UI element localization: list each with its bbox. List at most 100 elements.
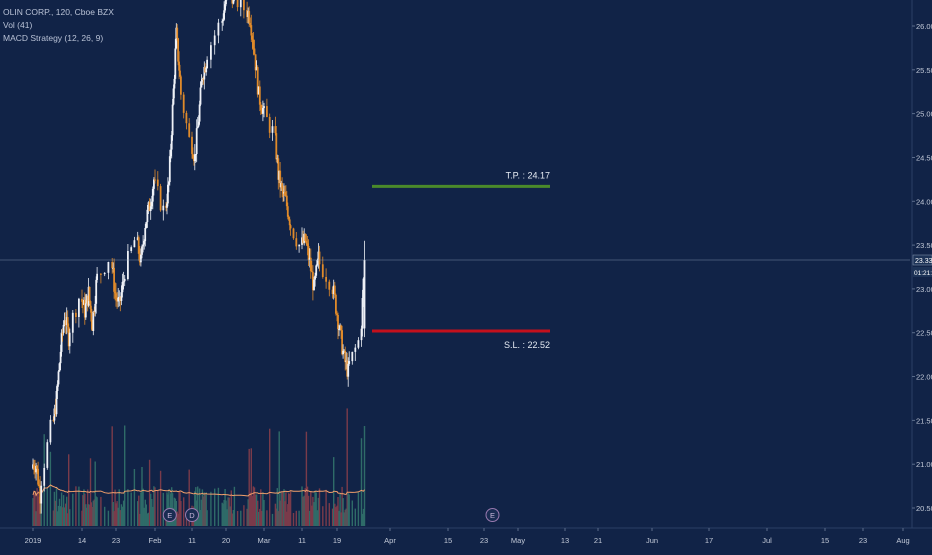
volume-bar <box>240 510 242 526</box>
legend-volume[interactable]: Vol (41) <box>3 20 33 30</box>
volume-bar <box>226 509 228 526</box>
time-tick-label: 23 <box>112 536 120 545</box>
candle-body <box>257 86 260 95</box>
volume-bar <box>143 507 145 526</box>
legend-symbol[interactable]: OLIN CORP., 120, Cboe BZX <box>3 7 114 17</box>
candle-body <box>337 315 339 330</box>
candle-body <box>292 228 295 239</box>
volume-bar <box>34 494 36 526</box>
volume-bar <box>357 492 360 526</box>
candle-body <box>344 350 347 363</box>
time-tick-label: 15 <box>444 536 452 545</box>
volume-bar <box>148 459 151 526</box>
candle-body <box>262 108 264 114</box>
price-tick-label: 21.50 <box>916 416 932 425</box>
candle-body <box>225 0 227 5</box>
candle-body <box>278 170 281 180</box>
candle-body <box>213 35 216 46</box>
volume-bar <box>38 496 40 526</box>
candle-body <box>236 0 239 8</box>
volume-bar <box>159 470 162 526</box>
price-tick-label: 21.00 <box>916 460 932 469</box>
volume-bar <box>313 502 315 526</box>
candle-body <box>314 275 316 280</box>
candle-body <box>60 332 63 352</box>
candle-body <box>345 360 348 363</box>
volume-bar <box>229 506 231 526</box>
candle-body <box>171 104 174 136</box>
volume-bar <box>248 448 250 526</box>
volume-bar <box>168 489 170 526</box>
candle-body <box>309 257 312 272</box>
volume-bar <box>310 491 312 526</box>
volume-bar <box>274 503 277 526</box>
volume-bar <box>144 499 146 526</box>
candle-body <box>289 225 292 229</box>
candle-body <box>66 317 69 327</box>
volume-bar <box>305 431 308 526</box>
volume-bar <box>141 467 143 526</box>
candle-body <box>259 104 262 111</box>
volume-bar <box>206 510 208 526</box>
volume-bar <box>55 487 58 526</box>
volume-bar <box>298 510 300 526</box>
volume-bar <box>335 507 337 526</box>
candle-body <box>261 110 263 114</box>
volume-bar <box>260 489 262 526</box>
candle-body <box>147 202 150 210</box>
candle-body <box>221 21 224 23</box>
volume-bar <box>85 504 87 526</box>
candle-body <box>310 271 313 273</box>
price-tick-label: 26.00 <box>916 22 932 31</box>
candle-body <box>37 468 39 485</box>
candle-body <box>191 136 193 154</box>
volume-bar <box>89 458 92 526</box>
candle-body <box>75 312 77 317</box>
volume-bar <box>113 511 115 526</box>
price-tick-label: 22.50 <box>916 329 932 338</box>
candle-body <box>256 67 259 95</box>
candle-body <box>318 251 321 265</box>
volume-bar <box>289 491 292 526</box>
candle-body <box>68 332 71 347</box>
volume-bar <box>221 502 223 526</box>
candle-body <box>205 67 208 73</box>
candle-body <box>166 203 168 208</box>
candle-body <box>343 350 345 352</box>
candle-body <box>258 86 261 105</box>
candle-body <box>114 291 116 294</box>
volume-bar <box>210 491 212 526</box>
volume-bar <box>205 492 207 526</box>
candle-body <box>347 363 350 377</box>
countdown-box <box>913 267 932 277</box>
candle-body <box>348 361 351 364</box>
volume-bar <box>72 493 74 526</box>
volume-bar <box>201 489 204 526</box>
candle-body <box>224 4 226 11</box>
candle-body <box>333 285 336 295</box>
time-tick-label: 17 <box>705 536 713 545</box>
volume-bar <box>86 507 88 526</box>
candle-body <box>254 54 257 71</box>
legend-strategy[interactable]: MACD Strategy (12, 26, 9) <box>3 33 104 43</box>
time-tick-label: 23 <box>859 536 867 545</box>
event-marker-circle <box>162 508 177 522</box>
volume-bar <box>222 503 224 526</box>
volume-bar <box>271 513 274 526</box>
candle-body <box>93 311 96 313</box>
volume-bar <box>198 488 201 526</box>
volume-bar <box>285 492 287 526</box>
volume-bar <box>92 500 94 526</box>
volume-bar <box>91 507 94 526</box>
volume-bar <box>39 501 41 526</box>
candle-body <box>151 188 154 202</box>
candle-body <box>103 272 106 275</box>
volume-bar <box>249 492 251 526</box>
time-tick-label: May <box>511 536 525 545</box>
candle-body <box>122 281 125 283</box>
candle-body <box>357 340 360 348</box>
volume-bar <box>140 492 142 526</box>
volume-bar <box>341 486 343 526</box>
